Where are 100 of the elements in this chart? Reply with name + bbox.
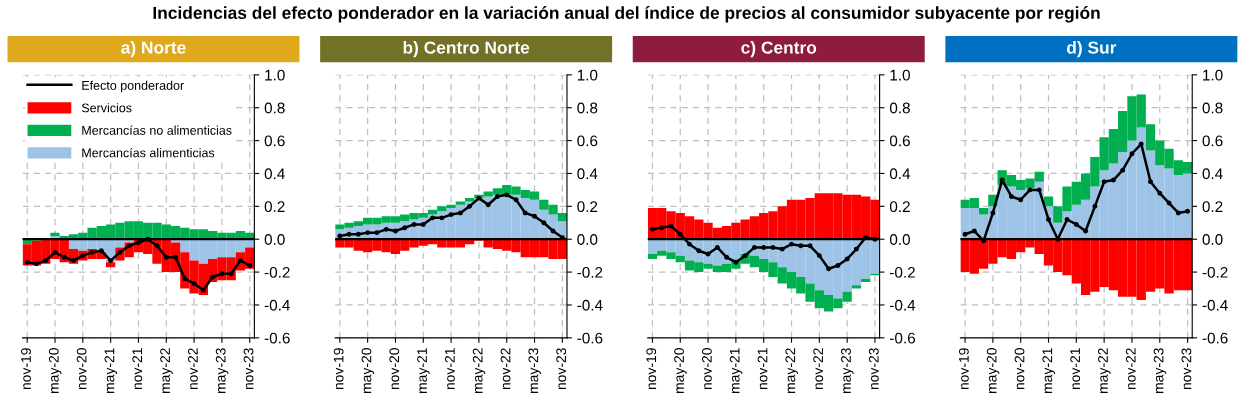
point [430,215,435,221]
x-tick-label: nov-19 [333,348,344,390]
y-tick-label: 0.8 [889,102,910,114]
x-tick-label: may-21 [417,348,430,393]
y-tick-label: 0.4 [889,168,911,180]
point [962,231,968,237]
x-tick-label: may-20 [986,348,1000,393]
point [420,221,426,227]
point [1110,177,1116,183]
legend-label: Mercancías no alimenticias [82,125,232,135]
point [532,213,537,219]
point [89,249,95,255]
point [1036,187,1042,193]
y-tick-label: 0.8 [577,102,598,114]
x-tick-label: may-20 [361,348,375,393]
point [1166,200,1172,206]
point [770,245,776,250]
point [247,263,253,268]
point [1092,203,1098,209]
bar [851,285,862,289]
legend-label: Efecto ponderador [82,80,184,93]
x-tick-label: nov-23 [1181,348,1192,390]
x-tick-label: nov-21 [444,348,455,390]
x-tick-label: nov-23 [868,348,879,390]
point [126,243,132,249]
x-tick-label: may-21 [1042,348,1055,393]
point [1046,217,1051,222]
x-tick-label: nov-22 [187,348,198,390]
y-tick-label: -0.2 [264,266,290,278]
point [43,258,49,264]
point [71,258,76,264]
y-tick-label: -0.6 [577,332,603,344]
point [504,192,510,198]
point [971,228,977,234]
point [448,212,454,217]
x-tick-label: nov-22 [813,348,824,390]
y-tick-label: 0.4 [264,168,285,180]
y-tick-label: 1.0 [265,69,285,81]
x-tick-label: nov-19 [21,348,31,390]
y-tick-label: 1.0 [577,69,598,81]
point [541,220,547,226]
point [1073,221,1079,227]
point [798,243,804,249]
point [98,248,104,254]
point [61,254,67,260]
point [219,271,225,277]
point [1083,228,1089,234]
point [173,254,178,260]
x-tick-label: nov-21 [132,348,143,390]
point [210,274,216,280]
bar [1043,196,1054,207]
y-tick-label: 0.2 [577,201,598,213]
point [724,254,730,260]
y-tick-label: 0.0 [577,234,598,245]
point [844,256,850,262]
point [1008,194,1014,199]
point [522,210,528,216]
y-tick-label: 0.2 [1202,201,1223,213]
bar [978,207,989,215]
text: Incidencias del efecto ponderador en la variación anual del índice de precios al consumidor subyacente por región [153,6,1100,23]
bar [106,262,116,268]
x-tick-label: nov-20 [76,348,87,390]
y-tick-label: -0.6 [264,332,290,344]
y-tick-label: 0.4 [1202,168,1223,180]
point [853,246,859,252]
y-tick-label: 0.4 [577,168,598,180]
point [191,281,197,287]
point [550,228,556,234]
point [163,254,169,260]
point [513,197,519,203]
chart-title: d) Sur [1067,40,1117,58]
x-tick-label: nov-20 [1014,348,1025,390]
point [742,253,748,259]
x-tick-label: may-20 [48,348,62,393]
x-tick-label: may-22 [160,348,173,393]
point [411,221,417,227]
x-tick-label: may-23 [841,348,854,393]
x-tick-label: may-22 [472,348,486,393]
x-tick-label: nov-22 [1125,348,1136,390]
y-tick-label: 0.0 [1202,234,1223,245]
point [1157,190,1163,196]
point [779,246,785,252]
point [650,226,655,232]
y-tick-label: 0.0 [264,234,285,245]
point [495,194,500,199]
bar [455,201,465,205]
bar [464,198,475,202]
point [34,261,39,267]
x-tick-label: may-20 [674,348,687,393]
chart-title: b) Centro Norte [403,40,530,58]
point [1101,179,1107,185]
x-tick-label: nov-23 [243,348,254,390]
y-tick-label: 0.6 [264,135,285,147]
x-tick-label: nov-23 [556,348,567,390]
point [228,271,234,277]
point [668,223,674,229]
point [733,259,739,265]
point [1027,187,1033,193]
y-tick-label: 0.2 [889,201,910,213]
x-tick-label: nov-19 [646,348,657,390]
